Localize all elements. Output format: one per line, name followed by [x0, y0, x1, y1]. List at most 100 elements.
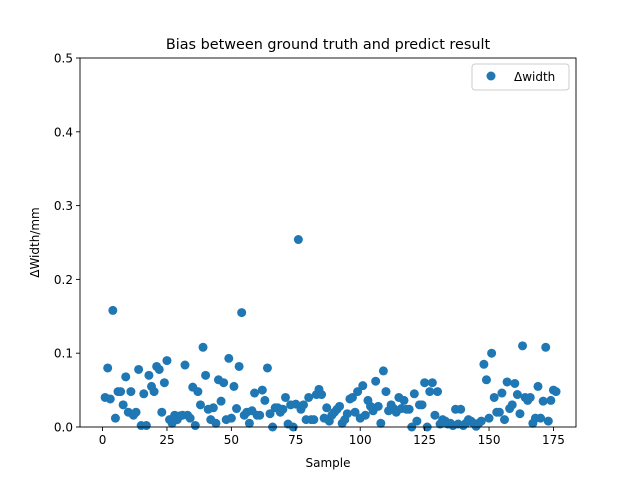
data-point [487, 348, 497, 358]
x-axis-label: Sample [306, 456, 351, 470]
y-tick-label: 0.4 [54, 125, 73, 139]
legend-marker [486, 71, 496, 81]
data-point [322, 403, 332, 413]
data-points [100, 235, 561, 432]
y-tick-label: 0.5 [54, 52, 73, 66]
x-tick-label: 75 [288, 433, 303, 447]
data-point [515, 409, 525, 419]
y-tick-label: 0.2 [54, 273, 73, 287]
data-point [195, 400, 205, 410]
data-point [262, 363, 272, 373]
data-point [208, 403, 218, 413]
data-point [378, 366, 388, 376]
data-point [193, 387, 203, 397]
data-point [494, 407, 504, 417]
data-point [358, 381, 368, 391]
data-point [299, 400, 309, 410]
data-point [103, 363, 113, 373]
data-point [229, 381, 239, 391]
data-point [121, 372, 131, 382]
y-axis: 0.0 0.1 0.2 0.3 0.4 0.5 [54, 52, 80, 435]
data-point [350, 407, 360, 417]
data-point [280, 392, 290, 402]
data-point [159, 378, 169, 388]
data-point [265, 409, 275, 419]
data-point [479, 359, 489, 369]
legend-label: Δwidth [514, 70, 555, 84]
chart-title: Bias between ground truth and predict re… [166, 37, 491, 53]
x-tick-label: 175 [542, 433, 565, 447]
data-point [244, 418, 254, 428]
data-point [417, 400, 427, 410]
data-point [476, 416, 486, 426]
data-point [360, 410, 370, 420]
data-point [278, 404, 288, 414]
data-point [510, 378, 520, 388]
data-point [293, 235, 303, 245]
x-tick-label: 25 [159, 433, 174, 447]
data-point [224, 353, 234, 363]
data-point [232, 404, 242, 414]
data-point [541, 342, 551, 352]
data-point [190, 421, 200, 431]
data-point [533, 381, 543, 391]
data-point [216, 396, 226, 406]
data-point [489, 392, 499, 402]
data-point [497, 388, 507, 398]
data-point [376, 418, 386, 428]
x-tick-label: 150 [478, 433, 501, 447]
data-point [157, 407, 167, 417]
data-point [347, 392, 357, 402]
data-point [371, 376, 381, 386]
data-point [198, 342, 208, 352]
data-point [154, 364, 164, 374]
data-point [234, 361, 244, 371]
data-point [430, 410, 440, 420]
data-point [131, 407, 141, 417]
data-point [108, 305, 118, 315]
data-point [260, 395, 270, 405]
data-point [211, 418, 221, 428]
data-point [409, 389, 419, 399]
data-point [237, 308, 247, 318]
data-point [412, 416, 422, 426]
data-point [185, 413, 195, 423]
data-point [481, 375, 491, 385]
data-point [433, 387, 443, 397]
y-tick-label: 0.3 [54, 199, 73, 213]
data-point [502, 377, 512, 387]
x-tick-label: 100 [349, 433, 372, 447]
data-point [317, 390, 327, 400]
data-point [551, 387, 561, 397]
data-point [538, 396, 548, 406]
data-point [149, 387, 159, 397]
data-point [304, 392, 314, 402]
data-point [518, 341, 528, 351]
data-point [144, 370, 154, 380]
data-point [126, 387, 136, 397]
x-tick-label: 50 [224, 433, 239, 447]
data-point [342, 409, 352, 419]
data-point [105, 394, 115, 404]
data-point [484, 413, 494, 423]
x-tick-label: 125 [413, 433, 436, 447]
data-point [420, 378, 430, 388]
data-point [139, 389, 149, 399]
data-point [425, 387, 435, 397]
data-point [456, 404, 466, 414]
y-tick-label: 0.0 [54, 421, 73, 435]
data-point [116, 387, 126, 397]
data-point [162, 356, 172, 366]
x-tick-label: 0 [99, 433, 107, 447]
plot-frame [79, 57, 577, 428]
data-point [427, 378, 437, 388]
data-point [134, 364, 144, 374]
data-point [381, 387, 391, 397]
data-point [399, 395, 409, 405]
data-point [536, 413, 546, 423]
x-axis: 0 25 50 75 100 125 150 175 [99, 427, 565, 447]
data-point [180, 360, 190, 370]
legend: Δwidth [471, 63, 570, 91]
data-point [335, 401, 345, 411]
data-point [201, 370, 211, 380]
